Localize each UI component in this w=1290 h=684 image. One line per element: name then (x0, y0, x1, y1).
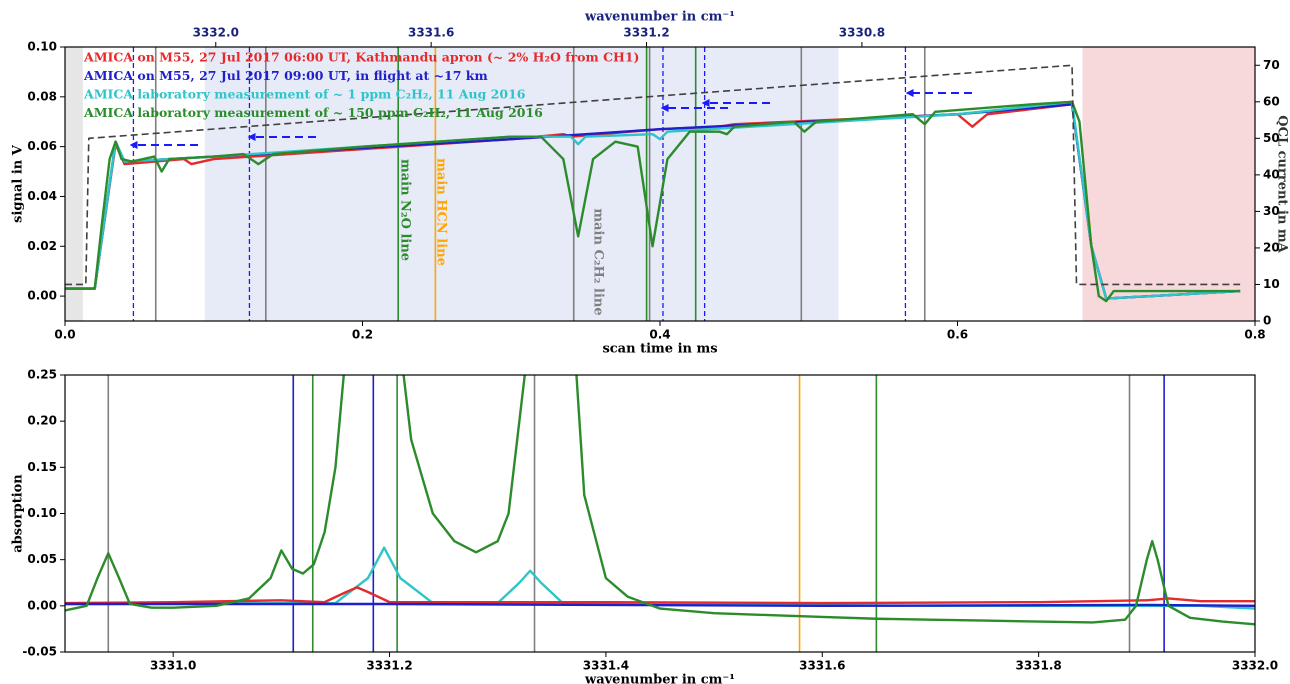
y-tick-label: 0.25 (27, 368, 57, 382)
x2-tick-label: 3331.6 (408, 26, 454, 40)
axes-frame (64, 374, 1256, 653)
series-line (65, 100, 1241, 303)
y-tick-label: 0.05 (27, 552, 57, 566)
x-tick-label: 3331.4 (583, 659, 629, 673)
series-line (65, 100, 1241, 300)
x-tick-label: 3331.6 (799, 659, 845, 673)
legend-entry: AMICA laboratory measurement of ~ 150 pp… (83, 105, 543, 120)
y-tick-label: 0.02 (27, 239, 57, 253)
x-tick-label: 0.4 (649, 328, 670, 342)
series-line (65, 375, 1255, 626)
plot-area (65, 375, 1255, 652)
series-line (65, 602, 1255, 608)
y-tick-label: 0.08 (27, 89, 57, 103)
y2-tick-label: 10 (1263, 277, 1280, 291)
shaded-region (204, 47, 839, 321)
y2-axis-label: QCL current in mA (1275, 115, 1290, 253)
x-tick-label: 0.8 (1244, 328, 1265, 342)
y-tick-label: -0.05 (22, 645, 57, 659)
x2-tick-label: 3332.0 (193, 26, 239, 40)
y-axis-label: signal in V (11, 144, 26, 223)
x-tick-label: 3331.2 (366, 659, 412, 673)
legend-entry: AMICA on M55, 27 Jul 2017 09:00 UT, in f… (83, 68, 488, 83)
y2-tick-label: 30 (1263, 204, 1280, 218)
x2-tick-label: 3331.2 (623, 26, 669, 40)
annotation: main N₂O line (398, 159, 413, 261)
x-tick-label: 3331.0 (150, 659, 196, 673)
y2-tick-label: 50 (1263, 131, 1280, 145)
shaded-region (65, 47, 83, 321)
y2-tick-label: 70 (1263, 58, 1280, 72)
plot-area (65, 47, 1255, 321)
annotation: main C₂H₂ line (591, 208, 606, 315)
y2-tick-label: 40 (1263, 167, 1280, 181)
x-axis-label: wavenumber in cm⁻¹ (584, 673, 735, 684)
x2-tick-label: 3330.8 (839, 26, 885, 40)
y-tick-label: 0.06 (27, 139, 57, 153)
y-tick-label: 0.00 (27, 598, 57, 612)
y-tick-label: 0.10 (27, 40, 57, 54)
x-tick-label: 3331.8 (1015, 659, 1061, 673)
x-tick-label: 3332.0 (1232, 659, 1278, 673)
y-tick-label: 0.10 (27, 506, 57, 520)
x-tick-label: 0.6 (947, 328, 968, 342)
series-line (65, 586, 1255, 605)
y-axis-label: absorption (11, 474, 26, 553)
y-tick-label: 0.04 (27, 189, 57, 203)
y2-tick-label: 20 (1263, 240, 1280, 254)
legend-entry: AMICA on M55, 27 Jul 2017 06:00 UT, Kath… (83, 50, 639, 65)
y-tick-label: 0.20 (27, 414, 57, 428)
shaded-region (1082, 47, 1255, 321)
legend-entry: AMICA laboratory measurement of ~ 1 ppm … (83, 87, 526, 102)
y-tick-label: 0.00 (27, 289, 57, 303)
x-tick-label: 0.0 (54, 328, 75, 342)
annotation: main HCN line (434, 158, 449, 266)
x2-axis-label: wavenumber in cm⁻¹ (584, 10, 735, 25)
y2-tick-label: 0 (1263, 314, 1271, 328)
x-axis-label: scan time in ms (602, 342, 717, 357)
series-line (65, 64, 1241, 286)
y-tick-label: 0.15 (27, 460, 57, 474)
y2-tick-label: 60 (1263, 94, 1280, 108)
x-tick-label: 0.2 (352, 328, 373, 342)
